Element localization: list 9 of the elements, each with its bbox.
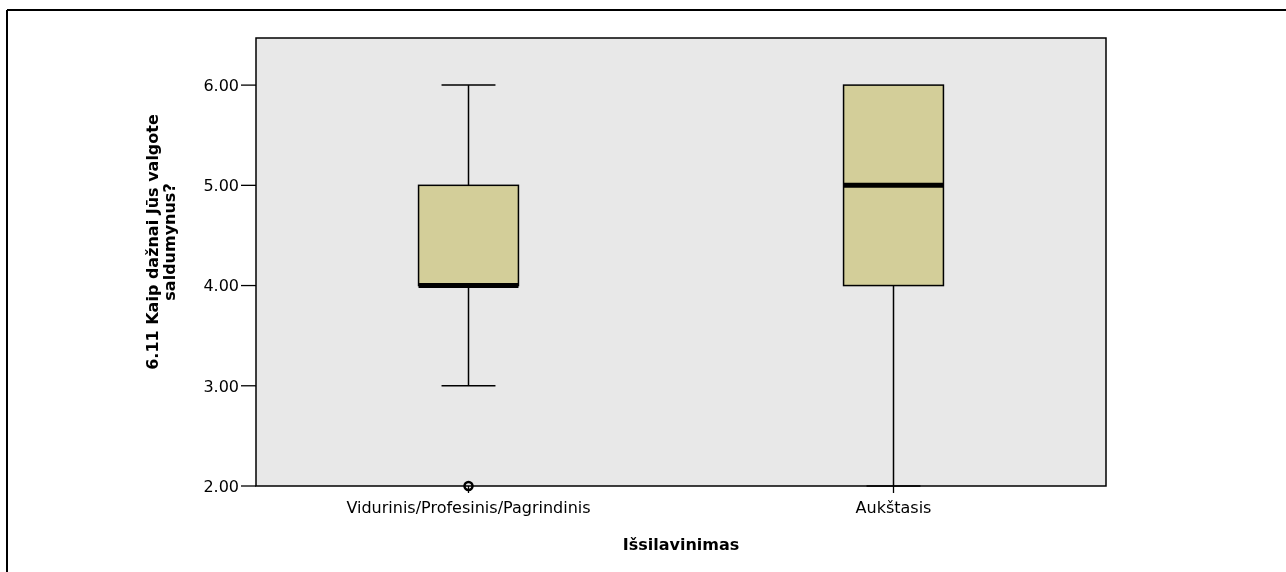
y-tick-label: 3.00 — [203, 376, 239, 396]
x-tick-label: Vidurinis/Profesinis/Pagrindinis — [346, 498, 591, 517]
x-tick-label: Aukštasis — [855, 498, 932, 517]
y-tick-label: 5.00 — [203, 176, 239, 196]
y-tick-label: 6.00 — [203, 75, 239, 95]
y-tick-label: 2.00 — [203, 476, 239, 496]
y-tick-label: 4.00 — [203, 276, 239, 296]
y-axis-title: 6.11 Kaip dažnai Jūs valgote saldumynus? — [143, 114, 179, 370]
x-axis-title: Išsilavinimas — [622, 535, 740, 554]
